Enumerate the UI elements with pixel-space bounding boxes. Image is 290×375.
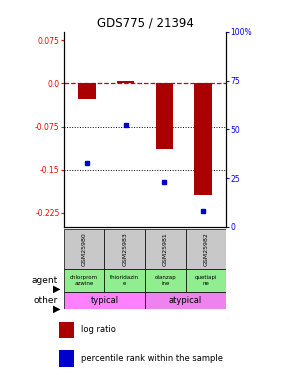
Text: GSM25981: GSM25981 <box>163 232 168 266</box>
Text: GSM25982: GSM25982 <box>203 232 209 266</box>
Text: GSM25983: GSM25983 <box>122 232 127 266</box>
Text: log ratio: log ratio <box>81 326 116 334</box>
Bar <box>104 269 145 292</box>
Bar <box>78 84 96 99</box>
Text: chlorprom
azwine: chlorprom azwine <box>70 275 98 285</box>
Text: GSM25980: GSM25980 <box>81 232 87 266</box>
Bar <box>145 292 226 309</box>
Bar <box>64 292 145 309</box>
Bar <box>156 84 173 150</box>
Bar <box>194 84 212 195</box>
Text: ▶: ▶ <box>53 284 61 294</box>
Text: atypical: atypical <box>169 296 202 305</box>
Bar <box>59 350 74 367</box>
Bar <box>145 269 186 292</box>
Bar <box>145 229 186 269</box>
Bar <box>186 229 226 269</box>
Text: typical: typical <box>90 296 118 305</box>
Text: olanzap
ine: olanzap ine <box>155 275 176 285</box>
Text: quetiapi
ne: quetiapi ne <box>195 275 217 285</box>
Text: percentile rank within the sample: percentile rank within the sample <box>81 354 223 363</box>
Text: other: other <box>34 296 58 305</box>
Bar <box>117 81 134 84</box>
Bar <box>64 229 104 269</box>
Text: GDS775 / 21394: GDS775 / 21394 <box>97 17 193 30</box>
Bar <box>186 269 226 292</box>
Text: ▶: ▶ <box>53 304 61 314</box>
Bar <box>59 321 74 338</box>
Text: thioridazin
e: thioridazin e <box>110 275 139 285</box>
Bar <box>104 229 145 269</box>
Text: agent: agent <box>32 276 58 285</box>
Bar <box>64 269 104 292</box>
